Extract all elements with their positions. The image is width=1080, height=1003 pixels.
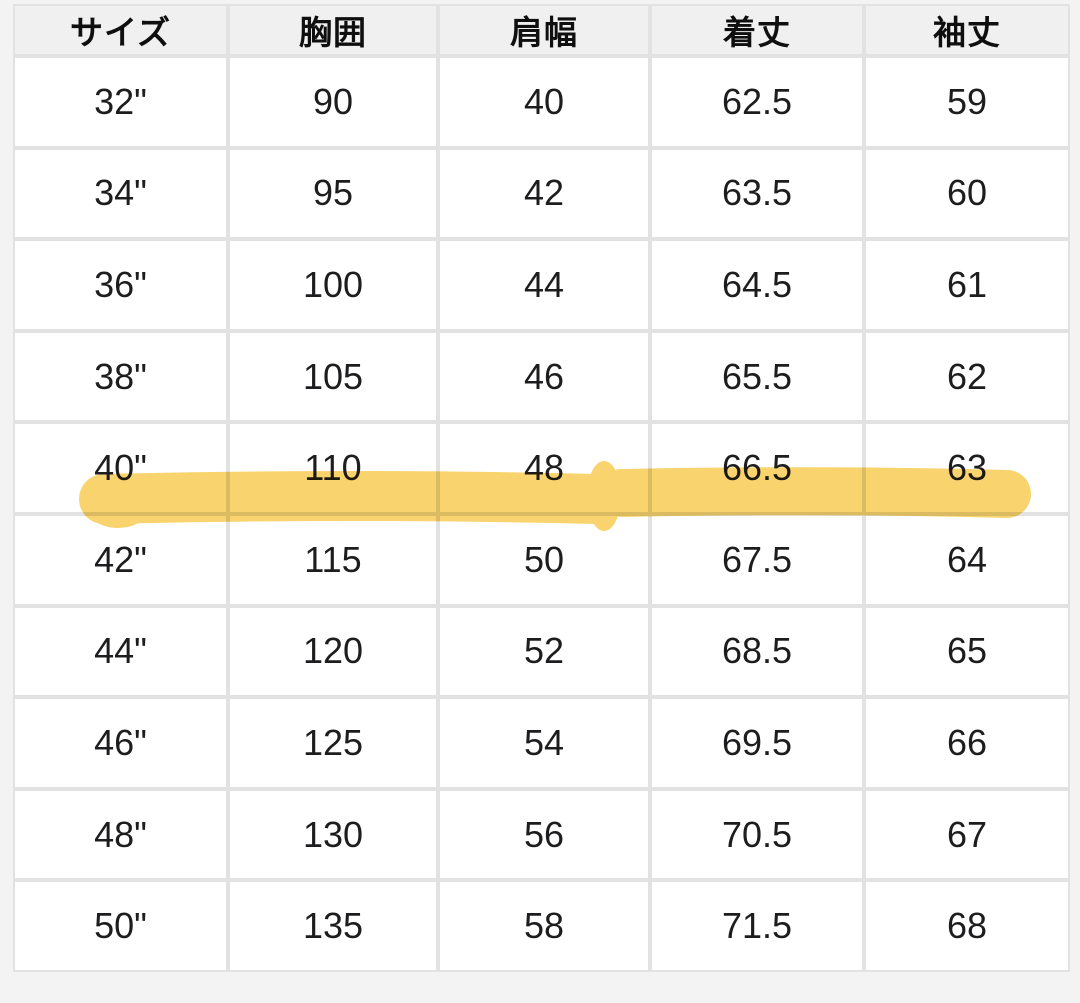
column-header: 袖丈 [864,4,1070,56]
column-header: 肩幅 [438,4,651,56]
cell: 69.5 [650,697,865,789]
cell: 62 [864,330,1070,423]
cell: 67 [864,788,1070,881]
cell: 95 [227,147,438,240]
cell: 64 [864,513,1070,606]
cell: 66 [864,697,1070,789]
cell: 48 [438,422,651,514]
cell: 65 [864,605,1070,698]
cell: 61 [864,239,1070,331]
cell: 125 [227,697,438,789]
cell: 38" [13,330,228,423]
cell: 56 [438,788,651,881]
table-row: 38" 105 46 65.5 62 [13,330,1070,423]
cell: 40 [438,56,651,148]
cell: 46" [13,697,228,789]
table-row: 36" 100 44 64.5 61 [13,239,1070,331]
cell: 40" [13,422,228,514]
cell: 63 [864,422,1070,514]
cell: 63.5 [650,147,865,240]
cell: 36" [13,239,228,331]
table-row: 46" 125 54 69.5 66 [13,697,1070,789]
cell: 42" [13,513,228,606]
table-row: 34" 95 42 63.5 60 [13,147,1070,240]
column-header: 胸囲 [227,4,438,56]
cell: 46 [438,330,651,423]
cell: 100 [227,239,438,331]
cell: 67.5 [650,513,865,606]
table-row: 50" 135 58 71.5 68 [13,880,1070,972]
cell: 54 [438,697,651,789]
cell: 105 [227,330,438,423]
cell: 68 [864,880,1070,972]
cell: 64.5 [650,239,865,331]
table-row: 44" 120 52 68.5 65 [13,605,1070,698]
cell: 90 [227,56,438,148]
cell: 48" [13,788,228,881]
cell: 110 [227,422,438,514]
cell: 50 [438,513,651,606]
table-row: 48" 130 56 70.5 67 [13,788,1070,881]
header-row: サイズ 胸囲 肩幅 着丈 袖丈 [13,4,1070,56]
cell: 120 [227,605,438,698]
cell: 44 [438,239,651,331]
cell: 71.5 [650,880,865,972]
table-row-highlighted: 40" 110 48 66.5 63 [13,422,1070,514]
cell: 59 [864,56,1070,148]
cell: 58 [438,880,651,972]
size-chart-table: サイズ 胸囲 肩幅 着丈 袖丈 32" 90 40 62.5 59 34" 95 42 63.5 60 36… [13,4,1070,972]
cell: 44" [13,605,228,698]
cell: 66.5 [650,422,865,514]
column-header: サイズ [13,4,228,56]
cell: 32" [13,56,228,148]
cell: 60 [864,147,1070,240]
cell: 70.5 [650,788,865,881]
cell: 42 [438,147,651,240]
table-body: 32" 90 40 62.5 59 34" 95 42 63.5 60 36" 100 44 64.5 61… [13,56,1070,972]
cell: 62.5 [650,56,865,148]
column-header: 着丈 [650,4,865,56]
cell: 115 [227,513,438,606]
cell: 130 [227,788,438,881]
table-row: 32" 90 40 62.5 59 [13,56,1070,148]
cell: 50" [13,880,228,972]
table-row: 42" 115 50 67.5 64 [13,513,1070,606]
cell: 135 [227,880,438,972]
cell: 65.5 [650,330,865,423]
cell: 68.5 [650,605,865,698]
cell: 34" [13,147,228,240]
cell: 52 [438,605,651,698]
